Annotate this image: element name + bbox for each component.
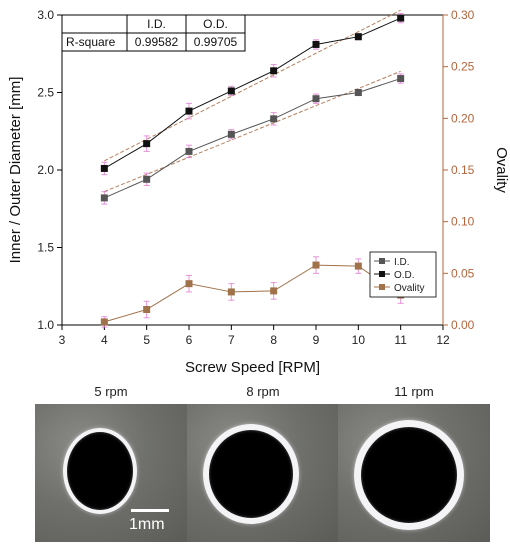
x-tick-label: 11	[394, 333, 407, 347]
series-line	[104, 78, 401, 199]
x-tick-label: 3	[59, 333, 66, 347]
x-tick-label: 9	[313, 333, 320, 347]
fit-line	[104, 70, 401, 193]
y-tick-label: 1.0	[37, 318, 54, 332]
x-tick-label: 8	[270, 333, 277, 347]
y-tick-label: 2.0	[37, 163, 54, 177]
x-tick-label: 6	[186, 333, 193, 347]
data-point	[397, 75, 405, 83]
y-axis-label: Inner / Outer Diameter [mm]	[7, 77, 24, 264]
data-point	[143, 175, 151, 183]
y2-tick-label: 0.00	[451, 318, 475, 332]
data-point	[354, 33, 362, 41]
x-axis-label: Screw Speed [RPM]	[185, 359, 320, 376]
photo-panel-5rpm: 5 rpm 1mm	[35, 382, 187, 542]
legend-marker	[379, 271, 385, 277]
data-point	[354, 262, 362, 270]
fit-table-header: I.D.	[147, 17, 166, 31]
data-point	[100, 164, 108, 172]
fit-table-value: 0.99705	[194, 35, 238, 49]
data-point	[312, 261, 320, 269]
tube-cross-section	[63, 428, 137, 514]
legend-marker	[379, 284, 385, 290]
data-point	[185, 147, 193, 155]
x-tick-label: 4	[101, 333, 108, 347]
fit-table-header: O.D.	[203, 17, 228, 31]
scale-bar	[131, 509, 169, 512]
data-point	[312, 95, 320, 103]
fit-line	[104, 9, 401, 162]
photo-panel-11rpm: 11 rpm	[338, 382, 490, 542]
y2-axis-label: Ovality	[493, 147, 510, 193]
photo-label: 5 rpm	[94, 384, 128, 399]
y2-tick-label: 0.05	[451, 266, 475, 280]
tube-cross-section	[354, 420, 464, 530]
data-point	[227, 130, 235, 138]
y2-tick-label: 0.30	[451, 8, 475, 22]
data-point	[312, 40, 320, 48]
data-point	[227, 288, 235, 296]
data-point	[100, 318, 108, 326]
tube-photo: 1mm	[35, 404, 187, 542]
tube-cross-section	[203, 424, 299, 524]
tube-photo	[187, 404, 339, 542]
data-point	[143, 306, 151, 313]
y-tick-label: 3.0	[37, 8, 54, 22]
x-tick-label: 12	[436, 333, 450, 347]
photo-label: 11 rpm	[394, 384, 434, 399]
legend-label: I.D.	[394, 257, 410, 268]
legend-label: Ovality	[394, 283, 425, 294]
data-point	[397, 14, 405, 22]
series-line	[104, 264, 401, 323]
fit-table-value: 0.99582	[135, 35, 179, 49]
data-point	[270, 115, 278, 123]
data-point	[227, 87, 235, 95]
legend-marker	[379, 258, 385, 264]
tube-photo	[338, 404, 490, 542]
x-tick-label: 7	[228, 333, 235, 347]
photo-label: 8 rpm	[246, 384, 280, 399]
chart: 3 4 5 6 7 8 9 10 11 12 1.0 1.5 2.0 2.5 3.0 0.00 0.05 0.10…	[7, 8, 510, 376]
y2-tick-label: 0.20	[451, 111, 475, 125]
y2-tick-label: 0.25	[451, 60, 475, 74]
data-point	[100, 194, 108, 202]
data-point	[354, 89, 362, 96]
y-tick-label: 2.5	[37, 86, 54, 100]
y2-tick-label: 0.10	[451, 215, 475, 229]
x-tick-label: 10	[352, 333, 366, 347]
fit-table-row-label: R-square	[66, 35, 116, 49]
data-point	[270, 287, 278, 295]
series-line	[104, 17, 401, 169]
data-point	[185, 280, 193, 288]
data-point	[185, 107, 193, 115]
photo-panel-8rpm: 8 rpm	[187, 382, 339, 542]
x-tick-label: 5	[143, 333, 150, 347]
y2-tick-label: 0.15	[451, 163, 475, 177]
legend-label: O.D.	[394, 270, 415, 281]
scale-bar-label: 1mm	[129, 516, 165, 533]
data-point	[270, 67, 278, 75]
data-point	[143, 140, 151, 148]
y-tick-label: 1.5	[37, 241, 54, 255]
